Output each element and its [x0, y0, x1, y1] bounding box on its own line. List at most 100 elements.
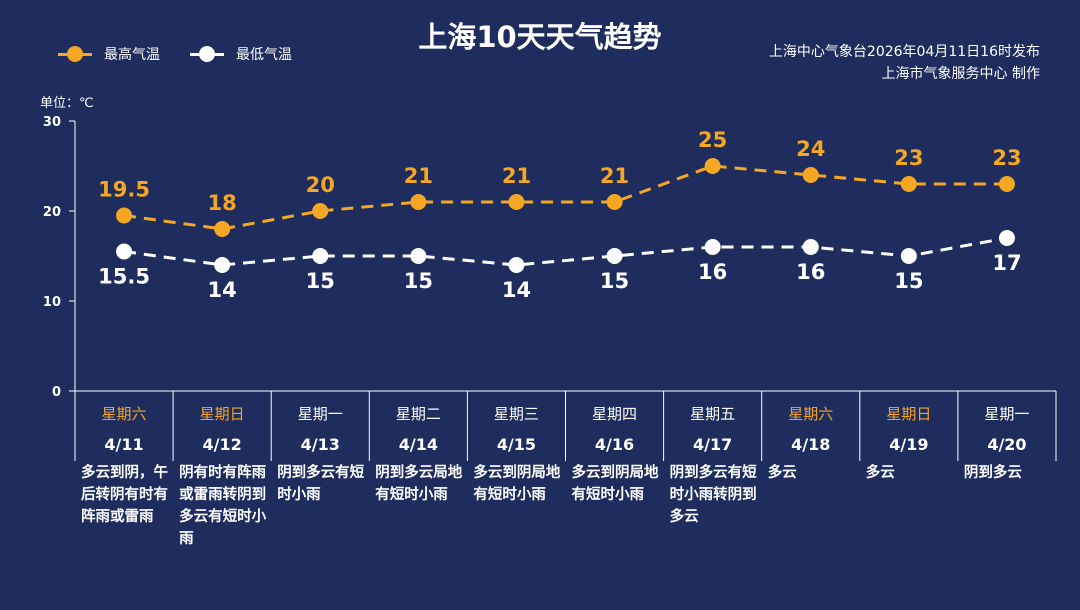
- legend-item-high: 最高气温: [58, 44, 160, 64]
- data-point-low: [214, 257, 231, 273]
- data-label-high: 20: [306, 173, 335, 197]
- data-point-low: [508, 257, 525, 273]
- day-column: 星期四 4/16 多云到阴局地有短时小雨: [566, 391, 664, 606]
- forecast-days: 星期六 4/11 多云到阴，午后转阴有时有阵雨或雷雨 星期日 4/12 阴有时有阵雨或雷雨…: [75, 391, 1056, 606]
- day-column: 星期日 4/12 阴有时有阵雨或雷雨转阴到多云有短时小雨: [173, 391, 271, 606]
- data-point-high: [214, 221, 231, 237]
- weekday-label: 星期日: [886, 405, 932, 423]
- data-point-low: [802, 239, 819, 255]
- weather-description: 阴有时有阵雨或雷雨转阴到多云有短时小雨: [179, 465, 267, 547]
- data-label-low: 16: [796, 260, 825, 284]
- weekday-label: 星期一: [984, 405, 1030, 423]
- weather-description: 阴到多云有短时小雨: [277, 465, 365, 503]
- x-tick-label: 4/19: [889, 435, 929, 454]
- data-label-high: 21: [404, 164, 433, 188]
- day-column: 星期一 4/20 阴到多云: [958, 391, 1056, 606]
- weather-description: 多云: [767, 465, 797, 481]
- day-column: 星期二 4/14 阴到多云局地有短时小雨: [369, 391, 467, 606]
- data-label-low: 15: [894, 269, 923, 293]
- data-point-low: [998, 230, 1015, 246]
- data-point-low: [116, 243, 133, 260]
- data-label-high: 21: [502, 164, 531, 188]
- weekday-label: 星期五: [690, 405, 736, 423]
- y-tick-label: 30: [43, 115, 61, 130]
- x-tick-label: 4/16: [594, 435, 635, 454]
- x-tick-label: 4/11: [104, 435, 144, 454]
- data-point-high: [410, 194, 427, 210]
- day-column: 星期三 4/15 多云到阴局地有短时小雨: [467, 391, 565, 606]
- data-label-low: 17: [992, 251, 1021, 275]
- data-label-low: 15: [306, 269, 335, 293]
- legend-item-low: 最低气温: [190, 44, 292, 64]
- chart-legend: 最高气温 最低气温: [58, 44, 322, 64]
- data-label-high: 19.5: [98, 178, 150, 202]
- data-label-high: 25: [698, 128, 727, 152]
- x-tick-label: 4/17: [693, 435, 733, 454]
- weekday-label: 星期六: [788, 405, 834, 423]
- data-label-low: 15: [600, 269, 629, 293]
- data-point-high: [606, 194, 623, 210]
- data-label-low: 15.5: [98, 265, 150, 289]
- data-label-high: 24: [796, 137, 825, 161]
- series-line-high: [123, 164, 1007, 231]
- day-column: 星期一 4/13 阴到多云有短时小雨: [271, 391, 369, 606]
- weather-description: 多云: [865, 465, 895, 481]
- weather-description: 多云到阴局地有短时小雨: [571, 465, 659, 503]
- day-column: 星期五 4/17 阴到多云有短时小雨转阴到多云: [664, 391, 762, 606]
- x-tick-label: 4/12: [202, 435, 242, 454]
- weekday-label: 星期二: [395, 405, 441, 423]
- data-point-high: [802, 167, 819, 183]
- source-info: 上海中心气象台2026年04月11日16时发布 上海市气象服务中心 制作: [769, 41, 1040, 85]
- x-tick-label: 4/20: [987, 435, 1027, 454]
- weather-description: 阴到多云有短时小雨转阴到多云: [669, 465, 757, 525]
- data-point-low: [410, 248, 427, 264]
- weekday-label: 星期六: [101, 405, 147, 423]
- weather-description: 多云到阴，午后转阴有时有阵雨或雷雨: [81, 465, 168, 525]
- legend-label-low: 最低气温: [236, 47, 292, 63]
- data-point-high: [116, 207, 133, 224]
- data-label-low: 16: [698, 260, 727, 284]
- y-tick-label: 20: [43, 205, 61, 220]
- data-label-high: 23: [894, 146, 923, 170]
- data-label-high: 23: [992, 146, 1021, 170]
- data-point-low: [312, 248, 329, 264]
- unit-label: 单位：℃: [40, 96, 94, 111]
- weather-description: 阴到多云: [963, 465, 1022, 481]
- x-tick-label: 4/15: [496, 435, 537, 454]
- data-point-high: [998, 176, 1015, 192]
- weekday-label: 星期四: [592, 405, 638, 423]
- data-label-high: 21: [600, 164, 629, 188]
- source-line-producer: 上海市气象服务中心 制作: [881, 66, 1040, 82]
- data-label-low: 14: [208, 278, 237, 302]
- data-point-high: [312, 203, 329, 219]
- source-line-issuer: 上海中心气象台2026年04月11日16时发布: [768, 44, 1040, 60]
- x-tick-label: 4/13: [300, 435, 340, 454]
- data-point-high: [900, 176, 917, 192]
- series-line-low: [123, 236, 1008, 267]
- day-column: 星期六 4/18 多云: [762, 391, 860, 606]
- data-label-high: 18: [208, 191, 237, 215]
- data-point-low: [704, 239, 721, 255]
- x-tick-label: 4/18: [791, 435, 831, 454]
- page-title: 上海10天天气趋势: [418, 20, 662, 54]
- data-point-low: [900, 248, 917, 264]
- weekday-label: 星期三: [493, 405, 539, 423]
- weather-description: 阴到多云局地有短时小雨: [375, 465, 463, 503]
- day-column: 星期日 4/19 多云: [860, 391, 958, 606]
- data-point-high: [508, 194, 525, 210]
- day-column: 星期六 4/11 多云到阴，午后转阴有时有阵雨或雷雨: [75, 391, 173, 606]
- legend-swatch-low: [190, 46, 224, 62]
- data-point-high: [704, 158, 721, 174]
- legend-swatch-high: [58, 46, 92, 62]
- weather-description: 多云到阴局地有短时小雨: [473, 465, 561, 503]
- y-tick-label: 0: [52, 385, 61, 400]
- weekday-label: 星期一: [297, 405, 343, 423]
- weekday-label: 星期日: [199, 405, 245, 423]
- y-tick-label: 10: [43, 295, 61, 310]
- legend-label-high: 最高气温: [104, 47, 160, 63]
- data-point-low: [606, 248, 623, 264]
- data-label-low: 14: [502, 278, 531, 302]
- data-label-low: 15: [404, 269, 433, 293]
- x-tick-label: 4/14: [398, 435, 438, 454]
